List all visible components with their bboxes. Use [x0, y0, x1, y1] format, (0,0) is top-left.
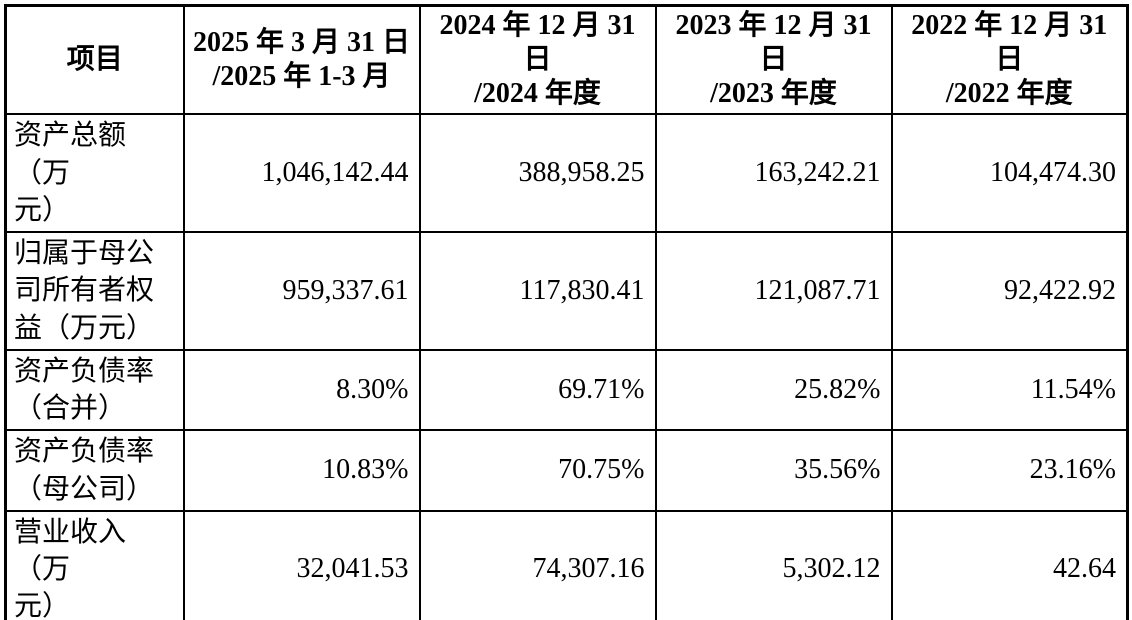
- column-header-period-2025: 2025 年 3 月 31 日 /2025 年 1-3 月: [182, 4, 421, 116]
- cell-value: 25.82%: [654, 348, 893, 432]
- row-label: 资产负债率 （合并）: [4, 348, 185, 432]
- cell-value: 117,830.41: [418, 231, 657, 351]
- cell-value: 8.30%: [182, 348, 421, 432]
- cell-value: 121,087.71: [654, 231, 893, 351]
- column-header-period-2023: 2023 年 12 月 31 日 /2023 年度: [654, 4, 893, 116]
- column-header-period-2022: 2022 年 12 月 31 日 /2022 年度: [890, 4, 1129, 116]
- table-row-debt-ratio-consolidated: 资产负债率 （合并） 8.30% 69.71% 25.82% 11.54%: [4, 348, 1129, 432]
- cell-value: 70.75%: [418, 429, 657, 512]
- cell-value: 959,337.61: [182, 231, 421, 351]
- cell-value: 32,041.53: [182, 509, 421, 620]
- cell-value: 42.64: [890, 509, 1129, 620]
- cell-value: 1,046,142.44: [182, 113, 421, 234]
- cell-value: 163,242.21: [654, 113, 893, 234]
- table-row-parent-equity: 归属于母公 司所有者权 益（万元） 959,337.61 117,830.41 …: [4, 231, 1129, 351]
- table-row-total-assets: 资产总额（万 元） 1,046,142.44 388,958.25 163,24…: [4, 113, 1129, 234]
- cell-value: 35.56%: [654, 429, 893, 512]
- row-label: 营业收入（万 元）: [4, 509, 185, 620]
- table-header-row: 项目 2025 年 3 月 31 日 /2025 年 1-3 月 2024 年 …: [4, 4, 1129, 116]
- cell-value: 74,307.16: [418, 509, 657, 620]
- financial-summary-table: 项目 2025 年 3 月 31 日 /2025 年 1-3 月 2024 年 …: [4, 4, 1129, 620]
- column-header-period-2024: 2024 年 12 月 31 日 /2024 年度: [418, 4, 657, 116]
- cell-value: 69.71%: [418, 348, 657, 432]
- row-label: 资产负债率 （母公司）: [4, 429, 185, 512]
- cell-value: 5,302.12: [654, 509, 893, 620]
- row-label: 资产总额（万 元）: [4, 113, 185, 234]
- cell-value: 388,958.25: [418, 113, 657, 234]
- row-label: 归属于母公 司所有者权 益（万元）: [4, 231, 185, 351]
- cell-value: 92,422.92: [890, 231, 1129, 351]
- table-row-debt-ratio-parent: 资产负债率 （母公司） 10.83% 70.75% 35.56% 23.16%: [4, 429, 1129, 512]
- cell-value: 23.16%: [890, 429, 1129, 512]
- cell-value: 104,474.30: [890, 113, 1129, 234]
- cell-value: 10.83%: [182, 429, 421, 512]
- column-header-item: 项目: [4, 4, 185, 116]
- cell-value: 11.54%: [890, 348, 1129, 432]
- table-row-operating-revenue: 营业收入（万 元） 32,041.53 74,307.16 5,302.12 4…: [4, 509, 1129, 620]
